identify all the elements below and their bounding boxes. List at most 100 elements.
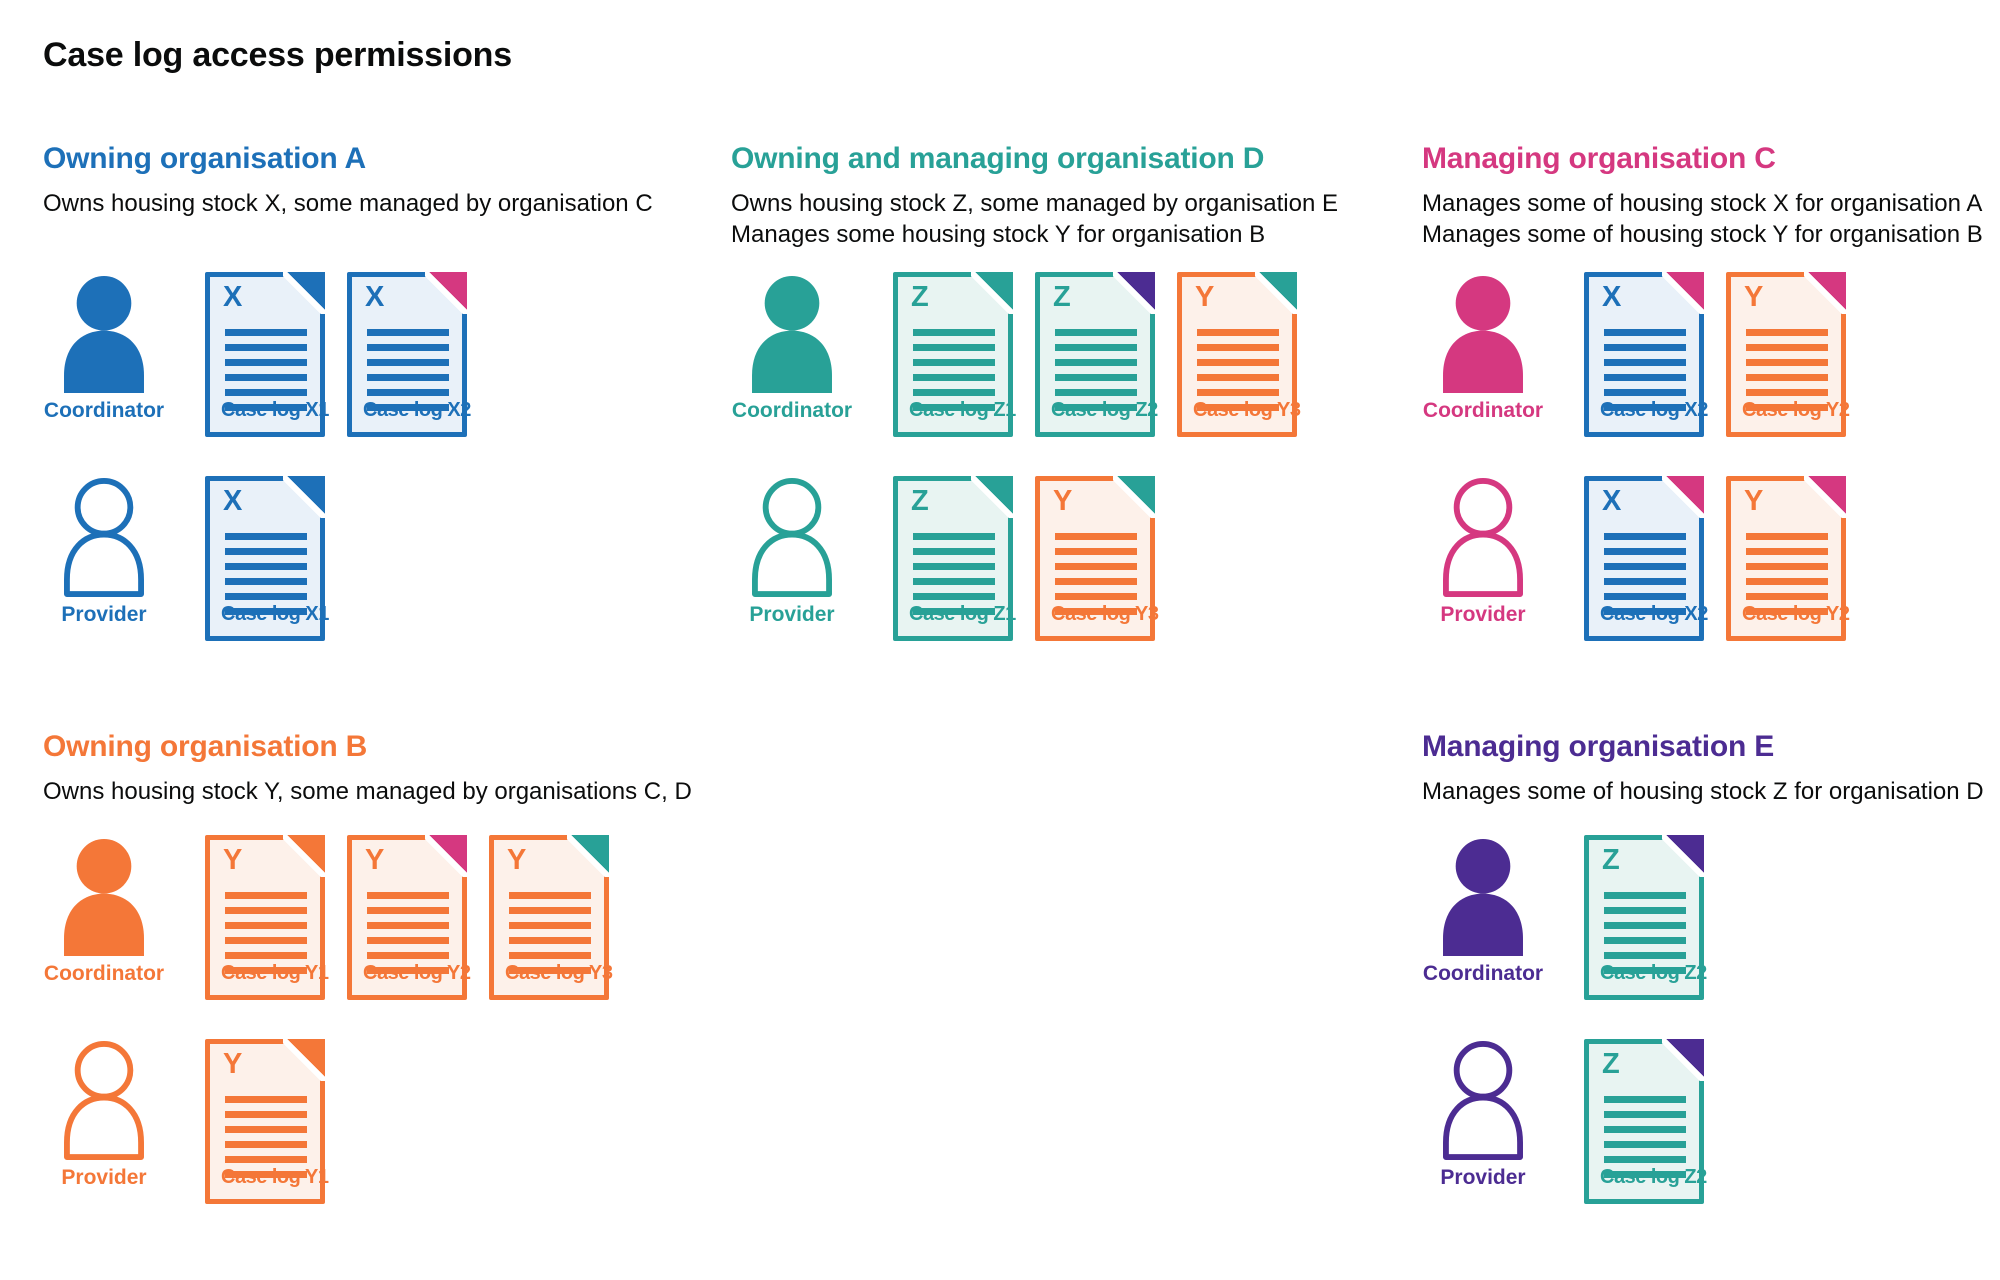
case-log-label: Case log X1 bbox=[221, 603, 329, 625]
document-text-line bbox=[913, 344, 995, 351]
document-text-line bbox=[1604, 967, 1686, 974]
folded-corner-icon bbox=[425, 835, 467, 877]
role-label: Coordinator bbox=[1422, 962, 1544, 985]
document-text-lines bbox=[225, 892, 307, 974]
case-log-document: Y Case log Y2 bbox=[347, 835, 471, 1000]
folded-corner-icon bbox=[1662, 272, 1704, 314]
role-label: Coordinator bbox=[43, 962, 165, 985]
document-text-line bbox=[367, 952, 449, 959]
case-log-document: Y Case log Y3 bbox=[1035, 476, 1159, 641]
case-log-document: Z Case log Z2 bbox=[1035, 272, 1158, 437]
case-log-documents: Z Case log Z2 bbox=[1584, 1039, 1707, 1204]
stock-letter: X bbox=[1602, 485, 1622, 517]
section-title: Managing organisation E bbox=[1422, 730, 1775, 763]
section-description-line: Manages some of housing stock Y for orga… bbox=[1422, 221, 1983, 248]
person-figure: Coordinator bbox=[43, 835, 165, 986]
case-log-documents: Y Case log Y1 bbox=[205, 1039, 329, 1204]
section-title: Owning and managing organisation D bbox=[731, 142, 1265, 175]
document-text-line bbox=[1604, 578, 1686, 585]
section-description: Manages some of housing stock Z for orga… bbox=[1422, 776, 1984, 807]
document-text-line bbox=[225, 533, 307, 540]
document-text-lines bbox=[509, 892, 591, 974]
document-text-lines bbox=[1197, 329, 1279, 411]
section-managing-organisation-e: Managing organisation E Manages some of h… bbox=[1422, 728, 1984, 1243]
document-text-line bbox=[367, 907, 449, 914]
document-text-line bbox=[1604, 533, 1686, 540]
document-text-line bbox=[1197, 374, 1279, 381]
document-text-line bbox=[367, 329, 449, 336]
case-log-label: Case log X2 bbox=[1600, 603, 1708, 625]
folded-corner-icon bbox=[1662, 1039, 1704, 1081]
provider-row: Provider Z Case log Z1 Y Case log Y3 bbox=[731, 476, 1338, 641]
case-log-documents: Z Case log Z1 Z Case log Z2 Y Case log Y3 bbox=[893, 272, 1301, 437]
stock-letter: Z bbox=[911, 485, 929, 517]
document-text-line bbox=[225, 1096, 307, 1103]
section-owning-and-managing-organisation-d: Owning and managing organisation D Owns h… bbox=[731, 140, 1338, 680]
case-log-documents: X Case log X2 Y Case log Y2 bbox=[1584, 272, 1850, 437]
document-text-line bbox=[1197, 329, 1279, 336]
coordinator-person-icon bbox=[60, 274, 148, 393]
person-figure: Coordinator bbox=[1422, 272, 1544, 423]
document-text-line bbox=[1604, 1141, 1686, 1148]
folded-corner-icon bbox=[1662, 476, 1704, 518]
stock-letter: Y bbox=[223, 844, 243, 876]
folded-corner-icon bbox=[1662, 835, 1704, 877]
document-text-line bbox=[509, 952, 591, 959]
document-text-line bbox=[1746, 374, 1828, 381]
document-text-line bbox=[1604, 329, 1686, 336]
case-log-label: Case log Z2 bbox=[1051, 399, 1158, 421]
document-text-line bbox=[1197, 359, 1279, 366]
folded-corner-icon bbox=[971, 476, 1013, 518]
person-figure: Provider bbox=[1422, 476, 1544, 627]
document-text-lines bbox=[1604, 1096, 1686, 1178]
access-rows: Coordinator X Case log X2 Y Case log Y2 Provi… bbox=[1422, 272, 1983, 641]
role-label: Provider bbox=[61, 603, 147, 626]
document-text-line bbox=[1604, 374, 1686, 381]
document-text-line bbox=[225, 892, 307, 899]
stock-letter: Z bbox=[911, 281, 929, 313]
document-text-line bbox=[225, 548, 307, 555]
stock-letter: Y bbox=[365, 844, 385, 876]
section-description-line: Owns housing stock Z, some managed by or… bbox=[731, 190, 1338, 217]
document-text-line bbox=[1604, 892, 1686, 899]
case-log-document: Y Case log Y1 bbox=[205, 835, 329, 1000]
case-log-label: Case log Y1 bbox=[221, 962, 329, 984]
document-text-line bbox=[1604, 608, 1686, 615]
document-text-line bbox=[913, 329, 995, 336]
person-figure: Provider bbox=[1422, 1039, 1544, 1190]
folded-corner-icon bbox=[1113, 476, 1155, 518]
document-text-lines bbox=[225, 533, 307, 615]
document-text-line bbox=[1604, 1126, 1686, 1133]
document-text-line bbox=[225, 907, 307, 914]
folded-corner-icon bbox=[1113, 272, 1155, 314]
stock-letter: Y bbox=[223, 1048, 243, 1080]
document-text-line bbox=[1746, 578, 1828, 585]
case-log-label: Case log Y3 bbox=[1051, 603, 1159, 625]
document-text-line bbox=[1197, 404, 1279, 411]
document-text-lines bbox=[367, 329, 449, 411]
document-text-line bbox=[509, 892, 591, 899]
folded-corner-icon bbox=[1804, 272, 1846, 314]
document-text-line bbox=[225, 374, 307, 381]
document-text-line bbox=[509, 937, 591, 944]
folded-corner-icon bbox=[567, 835, 609, 877]
document-text-lines bbox=[225, 1096, 307, 1178]
case-log-document: X Case log X1 bbox=[205, 272, 329, 437]
role-label: Coordinator bbox=[43, 399, 165, 422]
document-text-line bbox=[913, 593, 995, 600]
case-log-documents: Z Case log Z2 bbox=[1584, 835, 1707, 1000]
document-text-line bbox=[1055, 533, 1137, 540]
document-text-line bbox=[1746, 608, 1828, 615]
section-description-line: Owns housing stock X, some managed by or… bbox=[43, 190, 653, 217]
document-text-line bbox=[1746, 389, 1828, 396]
section-description-line: Manages some of housing stock Z for orga… bbox=[1422, 778, 1984, 805]
document-text-line bbox=[225, 1141, 307, 1148]
document-text-line bbox=[1746, 344, 1828, 351]
case-log-document: X Case log X1 bbox=[205, 476, 329, 641]
section-title: Managing organisation C bbox=[1422, 142, 1776, 175]
case-log-documents: X Case log X1 X Case log X2 bbox=[205, 272, 471, 437]
case-log-label: Case log Y3 bbox=[1193, 399, 1301, 421]
document-text-line bbox=[225, 563, 307, 570]
stock-letter: X bbox=[223, 485, 243, 517]
document-text-line bbox=[1604, 359, 1686, 366]
